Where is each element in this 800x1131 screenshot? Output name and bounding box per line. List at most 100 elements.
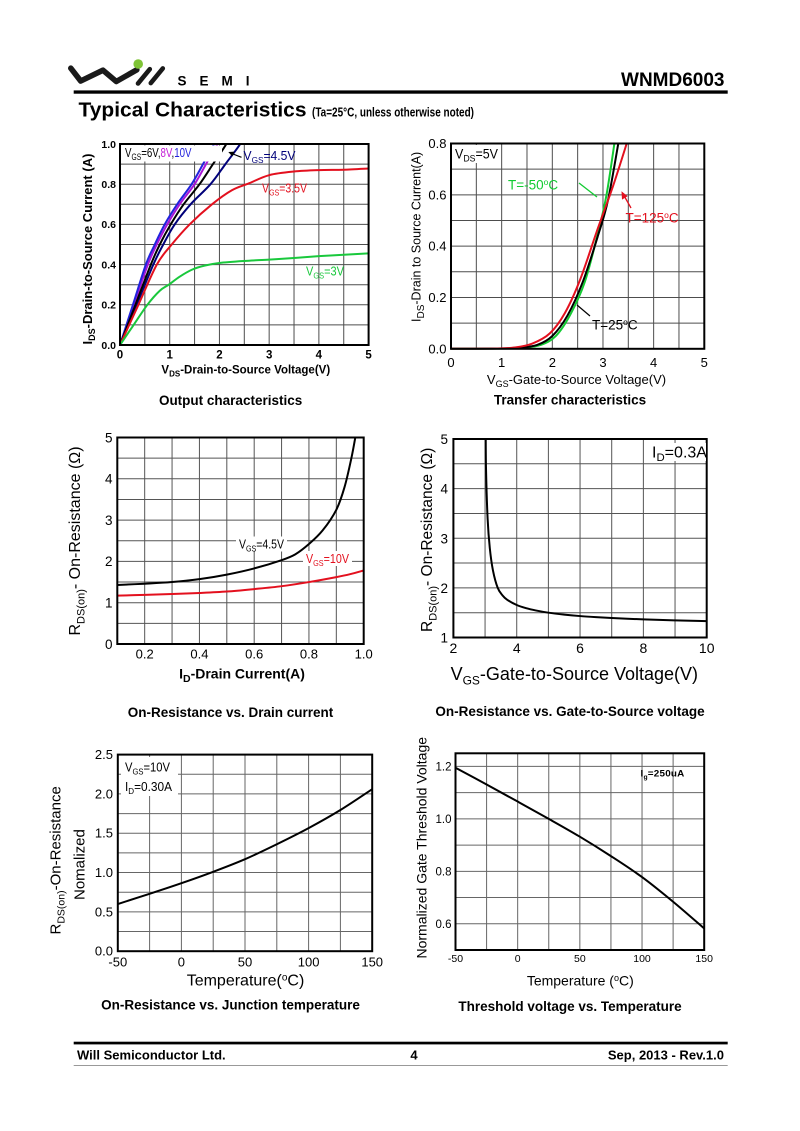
svg-text:2: 2 — [216, 350, 222, 362]
svg-text:On-Resistance vs. Drain curren: On-Resistance vs. Drain current — [128, 705, 334, 720]
svg-text:2: 2 — [440, 581, 448, 596]
svg-text:Temperature (oC): Temperature (oC) — [527, 973, 634, 989]
svg-text:0.0: 0.0 — [101, 340, 116, 352]
svg-text:Threshold voltage vs. Temperat: Threshold voltage vs. Temperature — [458, 999, 682, 1014]
svg-text:0.4: 0.4 — [428, 239, 446, 254]
svg-text:VGS=6V,8V,10V: VGS=6V,8V,10V — [125, 145, 192, 162]
svg-text:4: 4 — [410, 1048, 418, 1063]
svg-text:VGS=3.5V: VGS=3.5V — [262, 182, 308, 198]
svg-text:4: 4 — [316, 350, 323, 362]
svg-text:5: 5 — [701, 355, 708, 370]
svg-text:2: 2 — [450, 640, 458, 656]
svg-text:Nomalized: Nomalized — [72, 829, 89, 900]
svg-text:VDS-Drain-to-Source Voltage(V): VDS-Drain-to-Source Voltage(V) — [161, 365, 330, 379]
svg-text:RDS(on)- On-Resistance (Ω): RDS(on)- On-Resistance (Ω) — [419, 448, 440, 632]
svg-text:2.5: 2.5 — [95, 747, 113, 762]
svg-text:VGS=10V: VGS=10V — [125, 761, 171, 777]
svg-text:6: 6 — [576, 640, 584, 656]
svg-text:0.0: 0.0 — [428, 341, 446, 356]
svg-text:2.0: 2.0 — [95, 786, 113, 801]
svg-text:2: 2 — [105, 554, 113, 569]
svg-text:-50: -50 — [448, 953, 463, 965]
svg-text:IDS-Drain to Source Current(A): IDS-Drain to Source Current(A) — [410, 152, 428, 322]
svg-text:VGS=10V: VGS=10V — [306, 552, 350, 568]
svg-text:(Ta=25°C, unless otherwise not: (Ta=25°C, unless otherwise noted) — [312, 105, 474, 120]
svg-text:1: 1 — [167, 350, 174, 362]
svg-text:0.6: 0.6 — [101, 219, 116, 231]
svg-text:50: 50 — [238, 955, 252, 970]
svg-text:0.6: 0.6 — [428, 187, 446, 202]
svg-text:0.4: 0.4 — [101, 259, 116, 271]
svg-text:2: 2 — [549, 355, 556, 370]
svg-text:150: 150 — [695, 953, 713, 965]
svg-text:1: 1 — [105, 596, 113, 611]
svg-text:0.8: 0.8 — [300, 647, 318, 662]
svg-text:0.0: 0.0 — [95, 944, 113, 959]
svg-text:Output characteristics: Output characteristics — [159, 393, 302, 408]
svg-text:0.5: 0.5 — [95, 904, 113, 919]
svg-text:0: 0 — [105, 637, 113, 652]
svg-text:Typical Characteristics: Typical Characteristics — [79, 99, 307, 122]
svg-text:0.2: 0.2 — [101, 300, 116, 312]
svg-text:RDS(on)- On-Resistance (Ω): RDS(on)- On-Resistance (Ω) — [67, 446, 88, 635]
svg-text:1.0: 1.0 — [95, 865, 113, 880]
svg-text:10: 10 — [699, 640, 715, 656]
svg-text:0.2: 0.2 — [136, 647, 154, 662]
svg-text:0.8: 0.8 — [436, 867, 452, 879]
svg-text:0: 0 — [178, 955, 185, 970]
svg-text:0.8: 0.8 — [101, 179, 116, 191]
svg-text:SEMI: SEMI — [178, 74, 263, 89]
svg-text:Transfer characteristics: Transfer characteristics — [494, 393, 646, 408]
svg-text:0.6: 0.6 — [436, 919, 452, 931]
svg-text:0: 0 — [117, 350, 123, 362]
svg-text:5: 5 — [365, 350, 372, 362]
svg-text:4: 4 — [440, 482, 448, 497]
svg-text:ID-Drain Current(A): ID-Drain Current(A) — [179, 666, 305, 686]
svg-text:3: 3 — [599, 355, 606, 370]
svg-text:T=-50oC: T=-50oC — [508, 177, 558, 193]
svg-text:On-Resistance vs. Junction tem: On-Resistance vs. Junction temperature — [101, 998, 360, 1013]
svg-text:3: 3 — [440, 531, 448, 546]
svg-text:-50: -50 — [108, 955, 127, 970]
svg-text:Ig=250uA: Ig=250uA — [641, 769, 685, 782]
svg-text:8: 8 — [639, 640, 647, 656]
svg-text:RDS(on)-On-Resistance: RDS(on)-On-Resistance — [48, 786, 68, 934]
svg-text:150: 150 — [361, 955, 383, 970]
svg-text:1.0: 1.0 — [436, 814, 452, 826]
svg-text:0: 0 — [447, 355, 454, 370]
svg-text:3: 3 — [266, 350, 272, 362]
svg-text:ID=0.30A: ID=0.30A — [125, 780, 173, 796]
svg-text:T=125oC: T=125oC — [626, 210, 679, 226]
svg-text:50: 50 — [574, 953, 586, 965]
svg-text:Will Semiconductor Ltd.: Will Semiconductor Ltd. — [77, 1048, 226, 1063]
svg-text:0.8: 0.8 — [428, 136, 446, 151]
svg-text:1.0: 1.0 — [355, 647, 373, 662]
svg-text:VGS=3V: VGS=3V — [306, 265, 345, 281]
svg-text:1: 1 — [498, 355, 505, 370]
svg-text:1.0: 1.0 — [101, 139, 116, 151]
svg-text:VGS-Gate-to-Source Voltage(V): VGS-Gate-to-Source Voltage(V) — [487, 372, 666, 389]
svg-text:100: 100 — [298, 955, 320, 970]
svg-text:VGS-Gate-to-Source Voltage(V): VGS-Gate-to-Source Voltage(V) — [451, 664, 698, 688]
svg-text:0.6: 0.6 — [245, 647, 263, 662]
svg-text:4: 4 — [105, 472, 113, 487]
svg-text:3: 3 — [105, 513, 113, 528]
svg-text:0.2: 0.2 — [428, 290, 446, 305]
svg-text:100: 100 — [633, 953, 651, 965]
svg-text:0.4: 0.4 — [190, 647, 208, 662]
svg-text:4: 4 — [650, 355, 657, 370]
svg-text:5: 5 — [105, 430, 113, 445]
svg-text:T=25oC: T=25oC — [592, 317, 638, 333]
svg-text:VGS=4.5V: VGS=4.5V — [244, 149, 297, 165]
svg-text:WNMD6003: WNMD6003 — [621, 70, 724, 91]
svg-text:0: 0 — [515, 953, 521, 965]
svg-text:Temperature(oC): Temperature(oC) — [187, 973, 305, 990]
svg-text:ID=0.3A: ID=0.3A — [652, 445, 708, 465]
svg-text:1: 1 — [440, 631, 448, 646]
svg-text:On-Resistance vs. Gate-to-Sour: On-Resistance vs. Gate-to-Source voltage — [435, 704, 705, 719]
svg-text:IDS-Drain-to-Source Current (A: IDS-Drain-to-Source Current (A) — [80, 154, 97, 345]
svg-text:1.5: 1.5 — [95, 826, 113, 841]
svg-text:1.2: 1.2 — [436, 762, 452, 774]
svg-text:VGS=4.5V: VGS=4.5V — [239, 538, 285, 554]
svg-text:Normalized Gate Threshold Volt: Normalized Gate Threshold Voltage — [414, 737, 430, 959]
